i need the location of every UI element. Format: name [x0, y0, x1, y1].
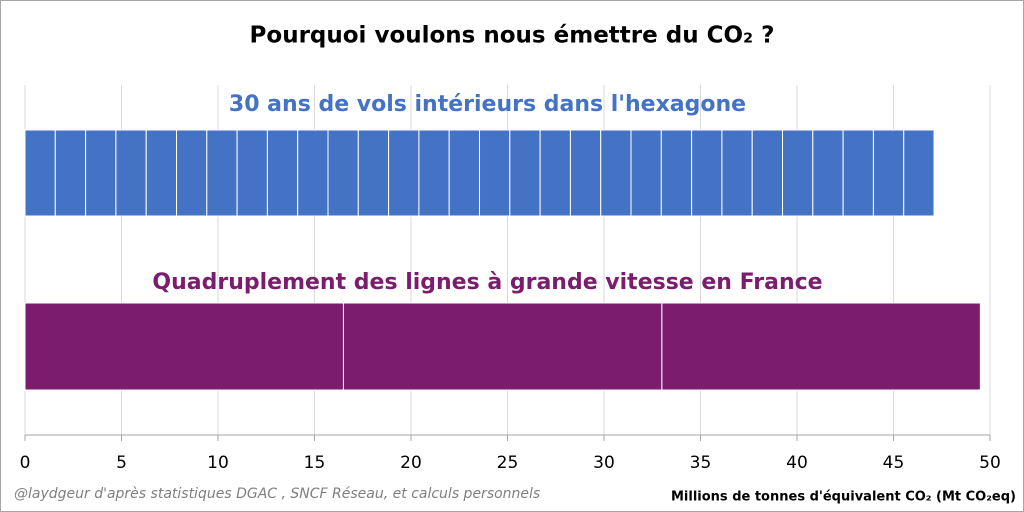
bar-segment	[418, 129, 450, 217]
bar-segment	[872, 129, 905, 217]
x-tick-label: 15	[304, 453, 326, 473]
bar-segment	[85, 129, 117, 217]
source-note: @laydgeur d'après statistiques DGAC , SN…	[14, 486, 540, 502]
bar-segment	[569, 129, 602, 217]
bar-segment	[630, 129, 662, 217]
bar-segment	[509, 129, 541, 217]
bar-segment	[176, 129, 208, 217]
bar-segment	[479, 129, 511, 217]
bar-segment	[342, 302, 663, 391]
bar-segment	[721, 129, 753, 217]
bar-segment	[388, 129, 420, 217]
bar-label: Quadruplement des lignes à grande vitess…	[152, 270, 822, 295]
bar-segment	[842, 129, 874, 217]
bar-label: 30 ans de vols intérieurs dans l'hexagon…	[229, 92, 746, 117]
x-tick-label: 10	[207, 453, 229, 473]
x-tick-label: 35	[690, 453, 712, 473]
bar-segment	[448, 129, 481, 217]
bar-segment	[691, 129, 723, 217]
x-tick-label: 50	[979, 453, 1001, 473]
bar-segment	[327, 129, 359, 217]
bar-segment	[357, 129, 390, 217]
bar-segment	[600, 129, 632, 217]
x-tick-label: 40	[786, 453, 808, 473]
x-tick-label: 0	[20, 453, 31, 473]
bar-segment	[115, 129, 147, 217]
bar-segment	[206, 129, 238, 217]
x-tick-label: 45	[883, 453, 905, 473]
bar-segment	[297, 129, 329, 217]
bar-segment	[266, 129, 299, 217]
x-tick-label: 5	[116, 453, 127, 473]
x-tick-label: 30	[593, 453, 615, 473]
bar-segment	[812, 129, 844, 217]
bar-segment	[24, 302, 344, 391]
x-axis-label: Millions de tonnes d'équivalent CO₂ (Mt …	[671, 490, 1016, 505]
bar-segment	[54, 129, 87, 217]
bar-segment	[24, 129, 56, 217]
bar-segment	[539, 129, 571, 217]
bar-segment	[661, 302, 981, 391]
x-tick-label: 20	[400, 453, 422, 473]
chart-title: Pourquoi voulons nous émettre du CO₂ ?	[250, 23, 775, 49]
bar-segment	[903, 129, 935, 217]
x-tick-label: 25	[497, 453, 519, 473]
bar-segment	[660, 129, 693, 217]
bar-segment	[782, 129, 814, 217]
bar-segment	[145, 129, 178, 217]
bar-segment	[236, 129, 268, 217]
bar-segment	[751, 129, 784, 217]
